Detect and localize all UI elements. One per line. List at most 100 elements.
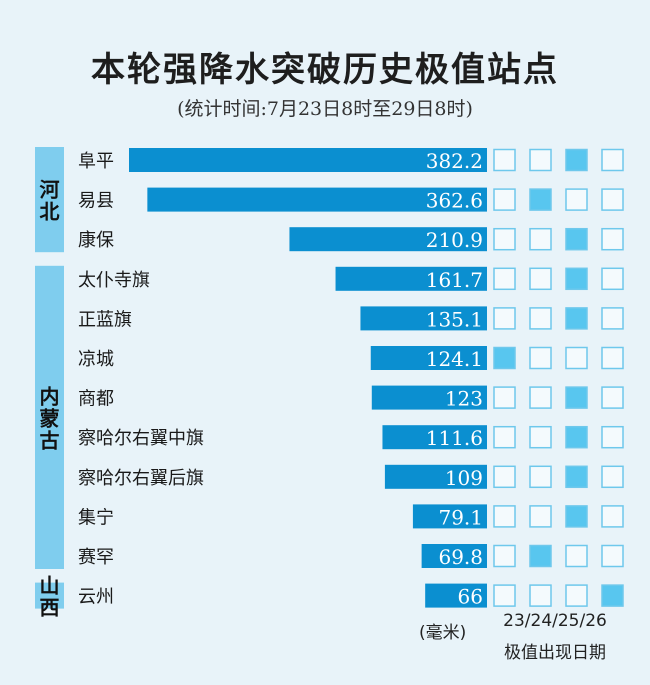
date-marker-empty xyxy=(601,227,624,251)
date-marker-empty xyxy=(493,584,516,607)
bar xyxy=(384,464,487,489)
unit-label: (毫米) xyxy=(419,623,467,643)
chart-subtitle: (统计时间:7月23日8时至29日8时) xyxy=(177,98,473,120)
value-label: 135.1 xyxy=(426,307,483,331)
bar xyxy=(382,425,487,450)
station-label: 云州 xyxy=(78,587,114,608)
date-marker-empty xyxy=(601,465,624,489)
date-marker-empty xyxy=(529,465,552,489)
date-marker-empty xyxy=(601,544,624,568)
value-label: 123 xyxy=(445,387,483,411)
date-marker-empty xyxy=(565,584,588,607)
date-marker-empty xyxy=(601,386,624,409)
bar xyxy=(412,504,487,529)
station-label: 太仆寺旗 xyxy=(78,270,150,291)
date-marker-empty xyxy=(529,227,552,251)
chart-title: 本轮强降水突破历史极值站点 xyxy=(91,50,559,90)
value-label: 69.8 xyxy=(438,545,483,569)
bar xyxy=(129,148,487,172)
region-band-2 xyxy=(35,265,64,569)
date-marker-empty xyxy=(493,425,516,449)
bar xyxy=(147,187,487,212)
date-legend-dates: 23/24/25/26 xyxy=(503,611,607,631)
station-label: 商都 xyxy=(78,389,114,410)
region-label-2: 内 xyxy=(40,384,60,408)
date-marker-empty xyxy=(601,307,624,330)
date-marker-empty xyxy=(529,425,552,449)
date-marker-empty xyxy=(601,188,624,211)
date-marker-empty xyxy=(529,584,552,607)
date-marker-filled xyxy=(601,584,624,607)
station-label: 凉城 xyxy=(78,349,114,370)
bar xyxy=(425,583,487,608)
date-marker-filled xyxy=(529,544,552,568)
date-marker-empty xyxy=(565,544,588,568)
date-marker-empty xyxy=(493,148,516,172)
date-marker-filled xyxy=(529,188,552,211)
value-label: 109 xyxy=(445,466,483,490)
bar xyxy=(370,346,487,370)
bar xyxy=(335,266,487,291)
bar xyxy=(421,544,487,568)
date-marker-empty xyxy=(529,505,552,528)
date-marker-empty xyxy=(493,465,516,489)
value-label: 124.1 xyxy=(426,347,483,371)
station-label: 康保 xyxy=(78,230,114,251)
date-marker-empty xyxy=(529,267,552,291)
date-marker-empty xyxy=(601,346,624,370)
date-legend-caption: 极值出现日期 xyxy=(504,643,606,663)
date-marker-empty xyxy=(601,148,624,172)
date-marker-filled xyxy=(565,148,588,172)
date-marker-empty xyxy=(529,386,552,409)
region-label-2: 古 xyxy=(40,428,60,452)
date-marker-empty xyxy=(601,267,624,291)
region-label-2: 蒙 xyxy=(40,406,60,430)
date-marker-empty xyxy=(565,188,588,211)
date-marker-empty xyxy=(493,188,516,211)
region-band-3 xyxy=(35,582,64,609)
date-marker-filled xyxy=(565,386,588,409)
date-marker-filled xyxy=(565,267,588,291)
value-label: 161.7 xyxy=(426,268,483,292)
station-label: 集宁 xyxy=(78,507,114,528)
date-marker-filled xyxy=(565,425,588,449)
bar xyxy=(289,227,487,252)
region-label-1: 河 xyxy=(40,178,60,202)
value-label: 362.6 xyxy=(426,189,483,213)
station-label: 赛罕 xyxy=(78,547,114,568)
value-label: 111.6 xyxy=(426,426,483,450)
date-marker-filled xyxy=(565,505,588,528)
station-label: 易县 xyxy=(78,191,114,212)
region-label-1: 北 xyxy=(40,200,60,224)
date-marker-empty xyxy=(493,267,516,291)
region-label-3: 西 xyxy=(40,596,60,620)
date-marker-filled xyxy=(565,465,588,489)
value-label: 382.2 xyxy=(426,149,483,173)
bar xyxy=(360,306,487,331)
station-label: 正蓝旗 xyxy=(78,309,132,330)
date-marker-empty xyxy=(565,346,588,370)
date-marker-empty xyxy=(601,425,624,449)
date-marker-empty xyxy=(493,386,516,409)
date-marker-empty xyxy=(493,307,516,330)
date-marker-empty xyxy=(493,505,516,528)
date-marker-filled xyxy=(493,346,516,370)
region-band-1 xyxy=(35,147,64,253)
station-label: 察哈尔右翼中旗 xyxy=(78,428,204,449)
value-label: 210.9 xyxy=(426,228,483,252)
date-marker-empty xyxy=(493,227,516,251)
date-marker-empty xyxy=(529,148,552,172)
station-label: 阜平 xyxy=(78,151,114,172)
value-label: 79.1 xyxy=(438,505,483,529)
date-marker-filled xyxy=(565,227,588,251)
date-marker-empty xyxy=(529,307,552,330)
date-marker-empty xyxy=(601,505,624,528)
region-label-3: 山 xyxy=(40,574,60,598)
bar xyxy=(371,385,487,410)
date-marker-filled xyxy=(565,307,588,330)
value-label: 66 xyxy=(458,585,483,609)
station-label: 察哈尔右翼后旗 xyxy=(78,468,204,489)
date-marker-empty xyxy=(529,346,552,370)
